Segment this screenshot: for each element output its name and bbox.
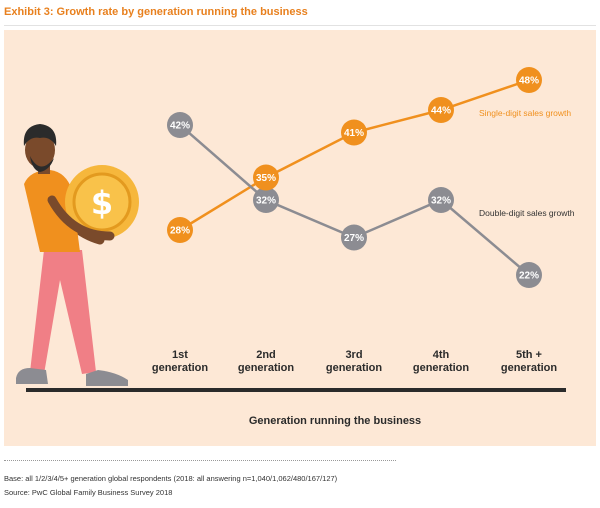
title-divider [4, 25, 596, 26]
double-digit-series-line [179, 124, 530, 276]
single-digit-point [253, 164, 279, 191]
base-note: Base: all 1/2/3/4/5+ generation global r… [4, 474, 338, 483]
chart-title: Exhibit 3: Growth rate by generation run… [4, 6, 308, 18]
double-digit-point [428, 187, 454, 213]
footer-divider [4, 460, 396, 461]
svg-text:$: $ [91, 184, 113, 222]
double-digit-point [167, 112, 193, 138]
double-digit-data-label: 42% [170, 121, 190, 132]
x-tick-label: 2nd generation [238, 349, 295, 374]
single-digit-point [341, 119, 367, 146]
single-digit-point [516, 67, 542, 93]
single-digit-data-label: 28% [170, 226, 190, 237]
x-tick-label: 4th generation [413, 349, 470, 374]
double-digit-point [516, 262, 542, 288]
x-tick-label: 1st generation [152, 349, 209, 374]
double-digit-data-label: 32% [256, 196, 276, 207]
x-tick-label: 3rd generation [326, 349, 383, 374]
x-axis-title: Generation running the business [249, 415, 421, 427]
x-tick-label: 5th + generation [501, 349, 558, 374]
single-digit-point [167, 217, 193, 243]
person-arm [47, 195, 115, 241]
single-digit-data-label: 35% [256, 173, 276, 184]
source-note: Source: PwC Global Family Business Surve… [4, 488, 173, 497]
person-carrying-coin-icon [16, 124, 128, 386]
double-digit-series-label: Double-digit sales growth [479, 208, 575, 218]
single-digit-series-line [179, 78, 530, 232]
single-digit-data-label: 48% [519, 76, 539, 87]
single-digit-data-label: 44% [431, 106, 451, 117]
dollar-coin-icon: $ [65, 165, 139, 239]
double-digit-data-label: 27% [344, 233, 364, 244]
single-digit-data-label: 41% [344, 128, 364, 139]
double-digit-point [253, 187, 279, 213]
double-digit-data-label: 22% [519, 271, 539, 282]
single-digit-point [428, 97, 454, 123]
double-digit-point [341, 224, 367, 251]
single-digit-series-label: Single-digit sales growth [479, 108, 571, 118]
double-digit-data-label: 32% [431, 196, 451, 207]
